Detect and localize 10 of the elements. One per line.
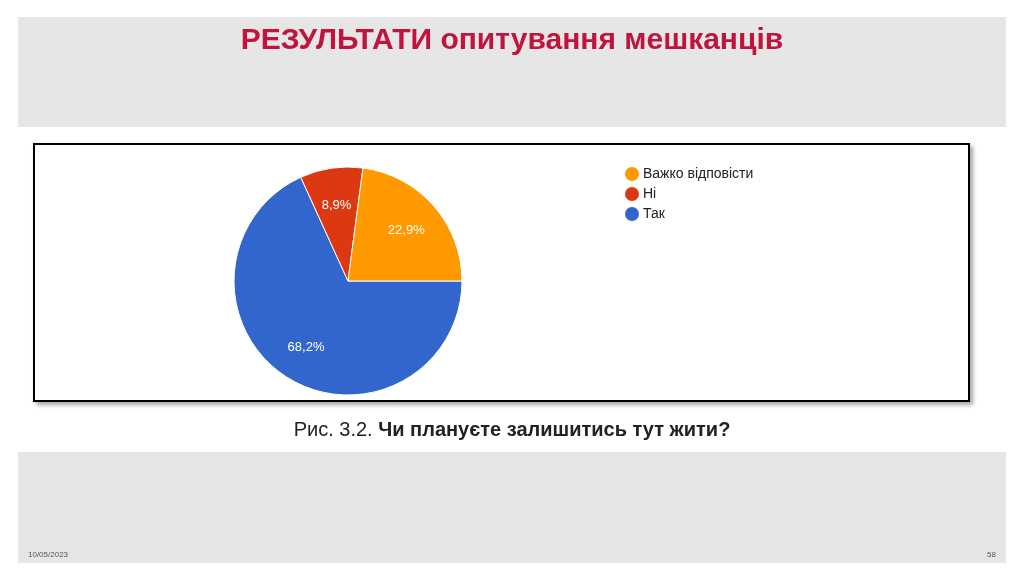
legend-label: Так xyxy=(643,205,665,221)
text: Рис. 3.2. Чи плануєте залишитись тут жити? xyxy=(293,418,731,440)
text: 58 xyxy=(987,550,996,559)
legend-label: Ні xyxy=(643,185,657,201)
data-label: 68,2% xyxy=(287,338,325,354)
data-label: 8,9% xyxy=(321,196,352,212)
text: 10/05/2023 xyxy=(28,550,69,559)
chart-title: РЕЗУЛЬТАТИ опитування мешканців xyxy=(239,22,785,56)
data-label: 22,9% xyxy=(387,222,426,238)
legend-label: Важко відповісти xyxy=(643,165,754,181)
